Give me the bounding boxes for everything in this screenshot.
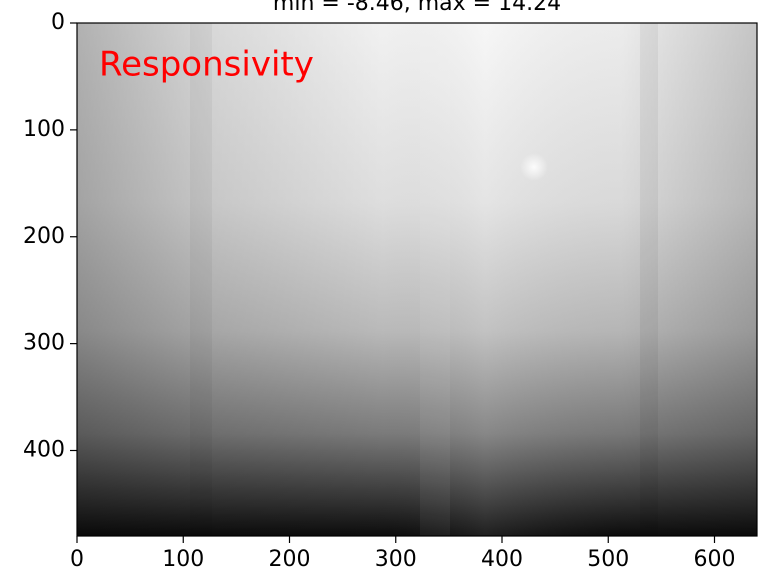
axes-frame xyxy=(76,22,758,537)
annotation: Responsivity xyxy=(99,45,314,85)
image xyxy=(77,23,757,536)
y-tick-label: 300 xyxy=(23,331,65,356)
y-tick-label: 200 xyxy=(23,224,65,249)
x-tick-label: 0 xyxy=(70,547,84,572)
y-tick-label: 400 xyxy=(23,438,65,463)
x-tick-label: 600 xyxy=(694,547,736,572)
y-tick-label: 100 xyxy=(23,117,65,142)
y-tick-label: 0 xyxy=(51,10,65,35)
chart-title: min = -8.46, max = 14.24 xyxy=(273,0,561,16)
x-tick-label: 100 xyxy=(162,547,204,572)
x-tick-label: 200 xyxy=(269,547,311,572)
x-tick-label: 500 xyxy=(587,547,629,572)
x-tick-label: 400 xyxy=(481,547,523,572)
x-tick-label: 300 xyxy=(375,547,417,572)
